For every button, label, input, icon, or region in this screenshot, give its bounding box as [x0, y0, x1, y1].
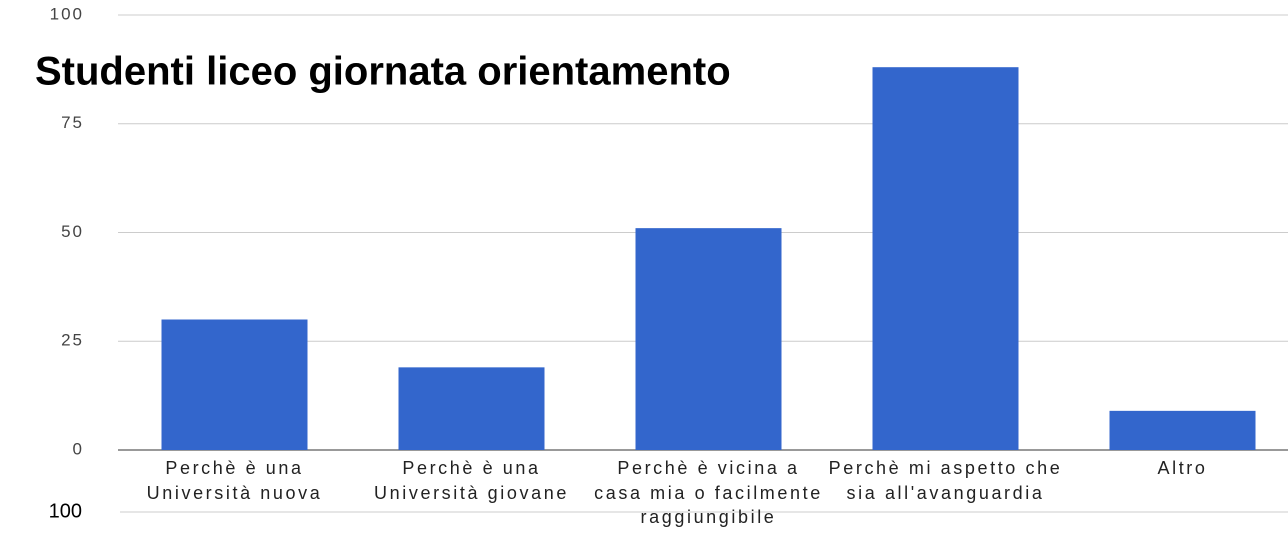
x-tick-label: Perchè è una Università nuova — [146, 458, 323, 503]
bar — [161, 319, 308, 450]
y-tick-label: 0 — [73, 439, 84, 458]
y-tick-label: 75 — [61, 113, 84, 132]
y-tick-label: 50 — [61, 222, 84, 241]
y-tick-label: 100 — [50, 4, 84, 23]
x-tick-label: Perchè mi aspetto che sia all'avanguardi… — [828, 458, 1063, 503]
bar — [1109, 410, 1256, 450]
chart-title: Studenti liceo giornata orientamento — [35, 50, 731, 94]
annotation: 100 — [49, 500, 82, 522]
bar — [635, 228, 782, 450]
y-tick-label: 25 — [61, 331, 84, 350]
x-tick-label: Perchè è vicina a casa mia o facilmente … — [594, 458, 823, 527]
bar — [872, 67, 1019, 450]
x-tick-label: Altro — [1157, 458, 1208, 478]
bar — [398, 367, 545, 450]
x-tick-label: Perchè è una Università giovane — [374, 458, 569, 503]
